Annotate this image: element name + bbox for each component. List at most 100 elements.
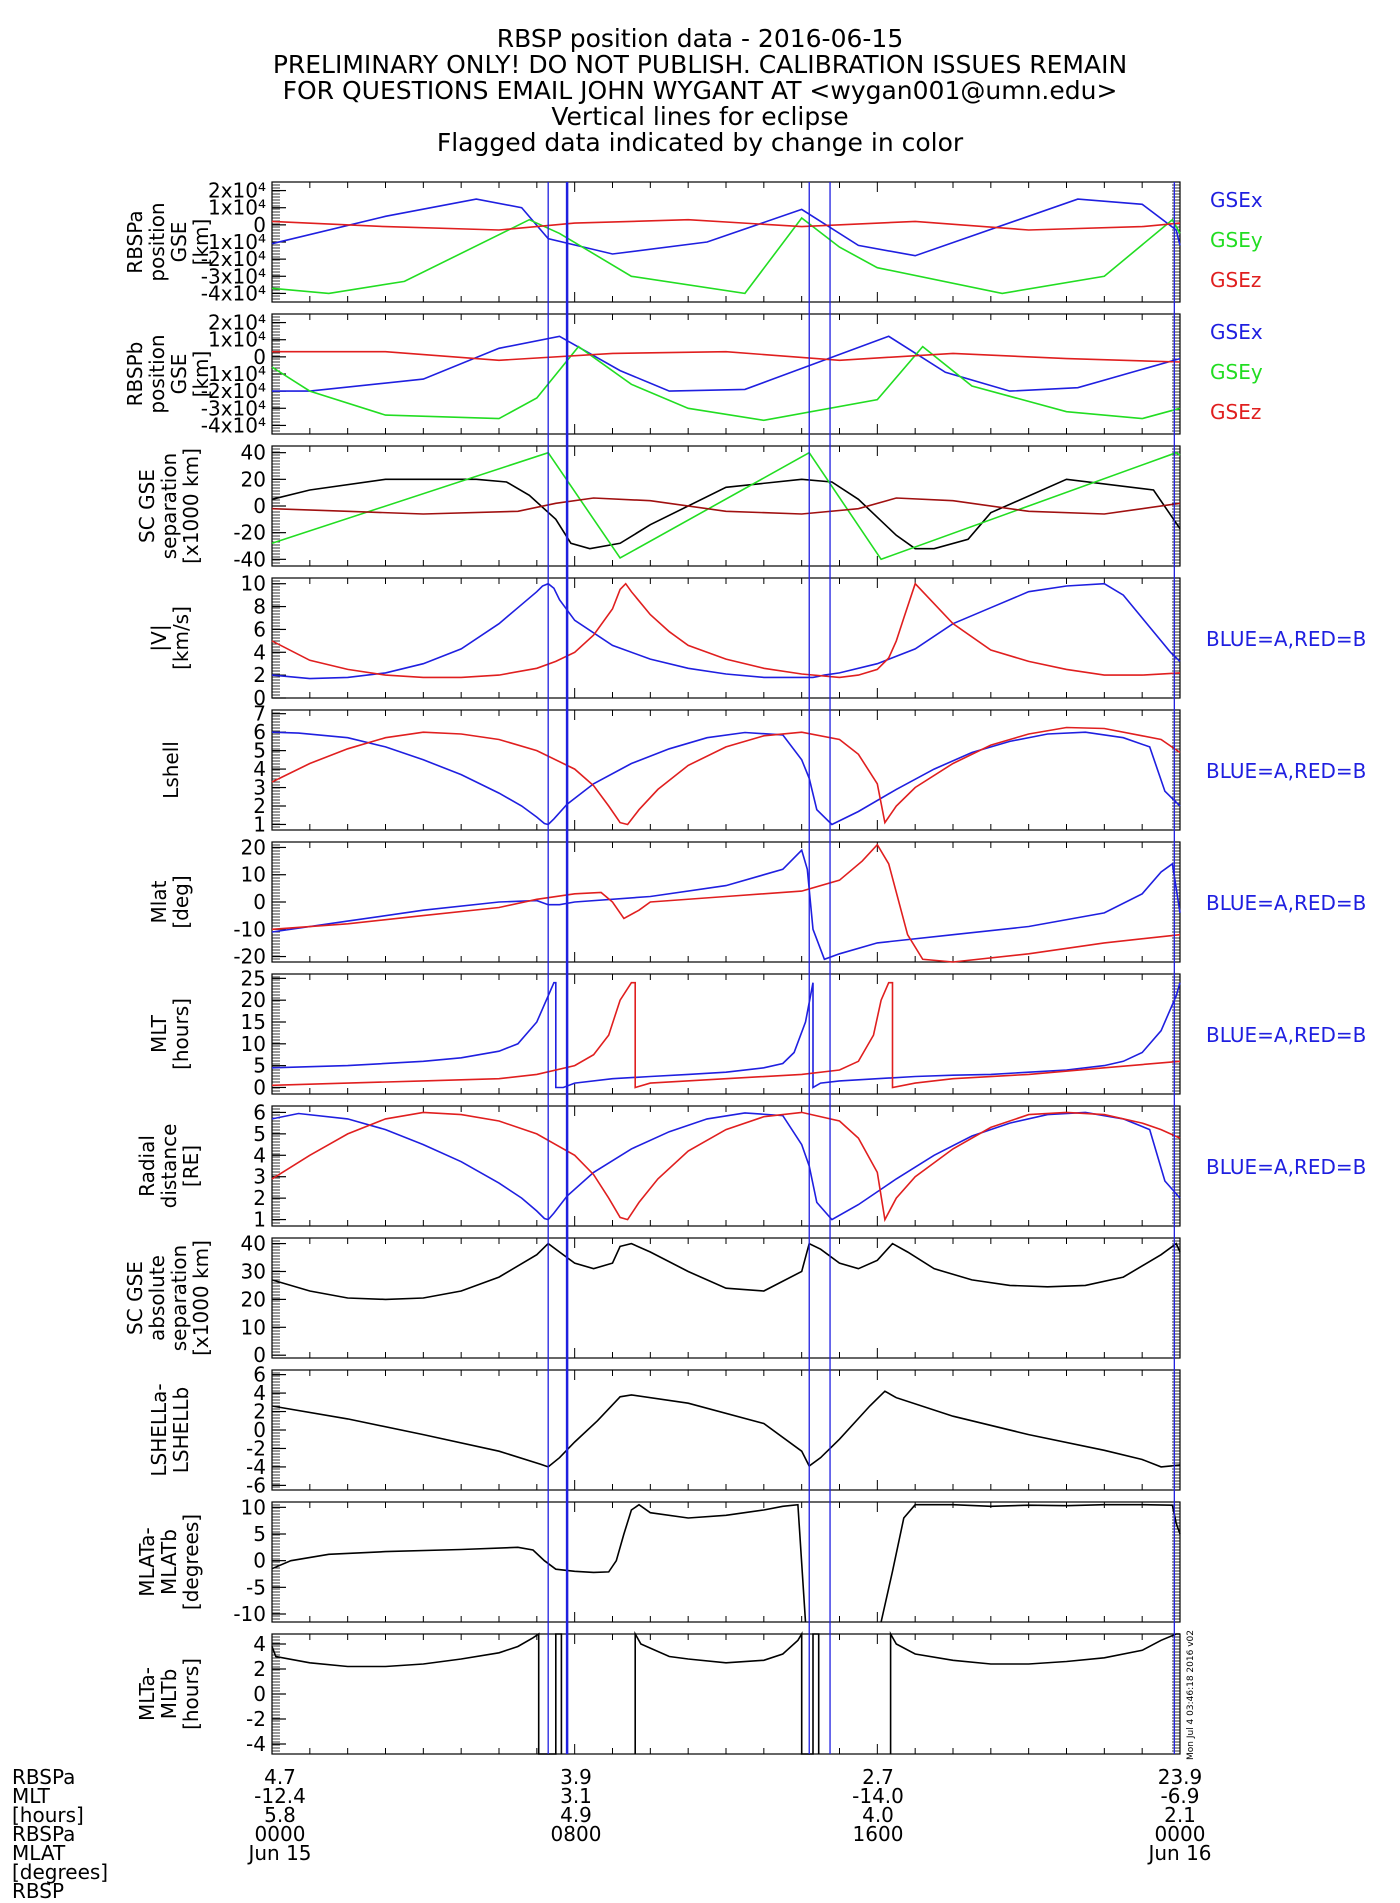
y-axis-label: Mlat: [147, 880, 171, 923]
title-line-1: RBSP position data - 2016-06-15: [496, 24, 904, 53]
series-line-gsey: [271, 345, 1181, 422]
y-tick-label: 0: [253, 1682, 266, 1706]
series-line-a: [271, 582, 1181, 680]
series-line-gsex: [271, 198, 1181, 257]
y-tick-label: 2: [253, 1657, 266, 1681]
y-tick-label: 0: [253, 686, 266, 710]
title-line-4: Vertical lines for eclipse: [551, 102, 849, 131]
y-tick-label: 6: [253, 720, 266, 744]
column-value: 23.9: [1157, 1765, 1203, 1789]
series-line-gsey: [271, 216, 1181, 295]
column-value: -12.4: [254, 1784, 306, 1808]
y-tick-label: 0: [253, 213, 266, 237]
panel-frame: [271, 577, 1181, 699]
y-tick-label: 10: [241, 1315, 266, 1339]
y-tick-label: 3: [253, 776, 266, 800]
legend-entry: BLUE=A,RED=B: [1206, 759, 1366, 783]
y-tick-label: 10: [241, 863, 266, 887]
y-axis-label: LSHELLa-: [147, 1383, 171, 1476]
y-tick-label: -4x10⁴: [201, 281, 266, 305]
y-tick-label: 2: [253, 794, 266, 818]
y-axis-label: [hours]: [169, 998, 193, 1070]
series-line-b: [271, 726, 1181, 826]
series-line-b: [271, 1111, 1181, 1223]
series-line-a: [271, 848, 1181, 961]
panel-frame: [271, 181, 1181, 303]
y-axis-label: [x1000 km]: [189, 1240, 213, 1356]
y-tick-label: -4: [246, 1732, 266, 1756]
y-tick-label: 5: [253, 739, 266, 763]
column-value: 4.0: [862, 1803, 894, 1827]
y-tick-label: 25: [241, 966, 266, 990]
series-line-a: [271, 1503, 807, 1623]
y-tick-label: 10: [241, 1495, 266, 1519]
y-tick-label: -3x10⁴: [201, 396, 266, 420]
legend-entry: BLUE=A,RED=B: [1206, 891, 1366, 915]
y-axis-label: position: [145, 202, 169, 281]
y-tick-label: 10: [241, 1032, 266, 1056]
y-tick-label: 2: [253, 663, 266, 687]
column-value: 2.1: [1164, 1803, 1196, 1827]
y-tick-label: -3x10⁴: [201, 264, 266, 288]
y-axis-label: MLT: [147, 1014, 171, 1053]
y-axis-label: MLATa-: [135, 1527, 159, 1596]
y-tick-label: 20: [241, 988, 266, 1012]
y-tick-label: 1: [253, 1208, 266, 1232]
y-tick-label: -10: [233, 917, 266, 941]
series-line-gsex: [272, 335, 1181, 392]
y-tick-label: 0: [253, 1549, 266, 1573]
y-axis-label: |V|: [147, 624, 171, 651]
y-axis-label: Radial: [135, 1135, 159, 1197]
column-value: Jun 15: [248, 1841, 312, 1865]
y-axis-label: MLATb: [157, 1529, 181, 1595]
column-value: 4.7: [264, 1765, 296, 1789]
series-line-gsez: [271, 218, 1181, 231]
column-value: 3.1: [560, 1784, 592, 1808]
y-axis-label: GSE: [167, 222, 191, 263]
y-tick-label: -5: [246, 1575, 266, 1599]
panel-frame: [271, 973, 1181, 1095]
panel-frame: [271, 1105, 1181, 1227]
y-tick-label: -2: [246, 1707, 266, 1731]
y-tick-label: -1x10⁴: [201, 230, 266, 254]
panel-frame: [271, 841, 1181, 963]
y-tick-label: 2: [253, 1400, 266, 1424]
series-line-c: [889, 1630, 1180, 1754]
panel-frame: [271, 1369, 1181, 1491]
y-tick-label: 0: [253, 1343, 266, 1367]
y-axis-label: LSHELLb: [169, 1387, 193, 1474]
panel-frame: [271, 709, 1181, 831]
y-axis-label: [hours]: [179, 1658, 203, 1730]
legend-entry: BLUE=A,RED=B: [1206, 1023, 1366, 1047]
y-tick-label: 5: [253, 1054, 266, 1078]
y-axis-label: MLTa-: [135, 1667, 159, 1721]
column-value: 3.9: [560, 1765, 592, 1789]
series-line-a: [271, 1111, 1181, 1221]
y-tick-label: 0: [253, 890, 266, 914]
y-axis-label: absolute: [145, 1255, 169, 1341]
column-value: 0800: [550, 1822, 602, 1846]
y-tick-label: -2x10⁴: [201, 379, 266, 403]
y-tick-label: 4: [253, 1632, 266, 1656]
y-tick-label: 2x10⁴: [208, 179, 266, 203]
y-tick-label: 5: [253, 1122, 266, 1146]
legend-entry: GSEx: [1210, 188, 1263, 212]
y-tick-label: 40: [241, 1232, 266, 1256]
series-line-b: [271, 843, 1181, 963]
column-value: 0000: [254, 1822, 306, 1846]
y-tick-label: 8: [253, 595, 266, 619]
y-axis-label: [km]: [189, 219, 213, 266]
legend-entry: BLUE=A,RED=B: [1206, 627, 1366, 651]
y-tick-label: 4: [253, 640, 266, 664]
bottom-column-0000-next: 23.9 -6.9 2.1 0000 Jun 16: [1130, 1765, 1230, 1863]
bottom-axis-labels: RBSPa MLT [hours] RBSPa MLAT [degrees] R…: [12, 1767, 108, 1901]
legend-entry: GSEz: [1210, 268, 1261, 292]
y-tick-label: 0: [253, 345, 266, 369]
y-axis-label: GSE: [167, 354, 191, 395]
legend-entry: BLUE=A,RED=B: [1206, 1155, 1366, 1179]
bottom-label-mlt: MLT: [12, 1784, 50, 1808]
y-tick-label: 7: [253, 702, 266, 726]
series-line-b: [271, 582, 1181, 679]
y-tick-label: 0: [253, 494, 266, 518]
y-tick-label: 4: [253, 1143, 266, 1167]
